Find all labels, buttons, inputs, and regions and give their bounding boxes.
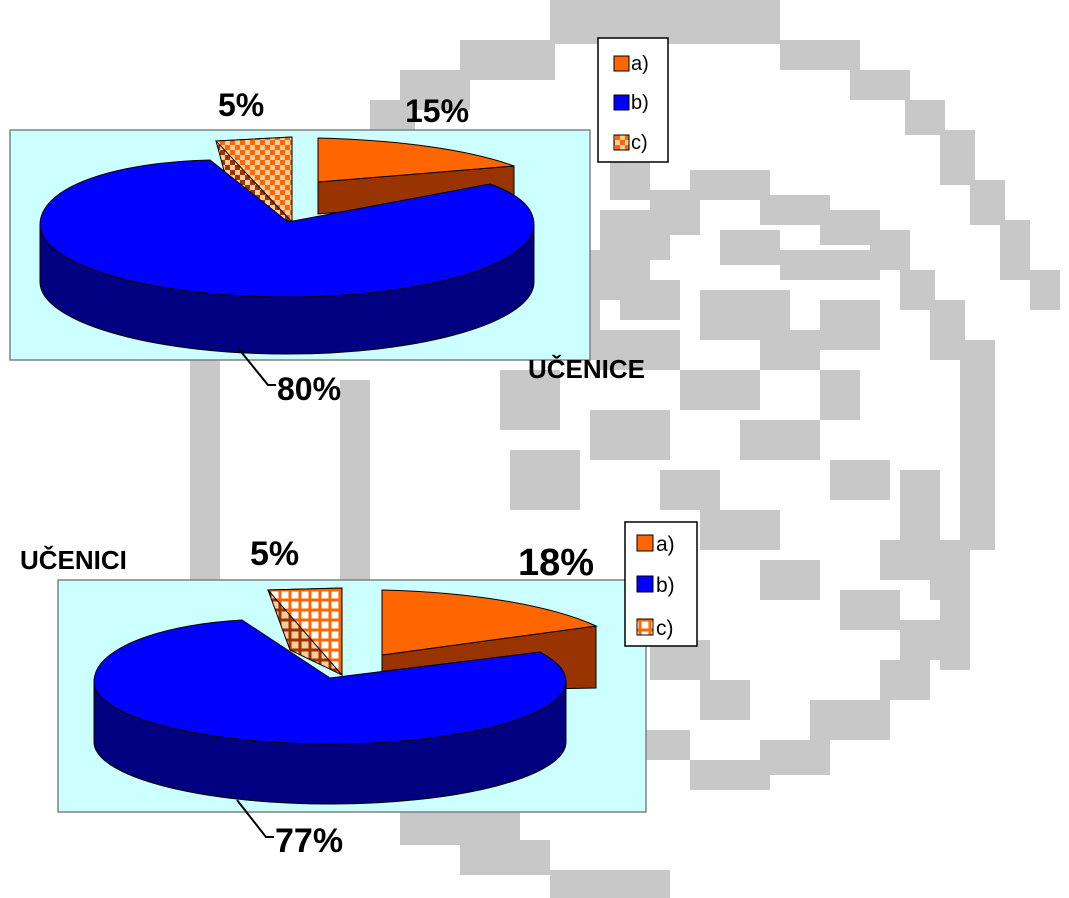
watermark-block [900, 270, 935, 310]
watermark-block [460, 40, 555, 80]
data-label-a: 15% [405, 93, 469, 129]
legend-label-c: c) [631, 132, 648, 154]
legend-swatch-b [636, 575, 654, 593]
watermark-block [940, 600, 970, 670]
slice-b [39, 159, 535, 355]
watermark-block [700, 510, 780, 550]
watermark-block [620, 280, 680, 320]
watermark-block [760, 195, 830, 225]
watermark-block [760, 330, 820, 370]
watermark-block [600, 330, 680, 370]
watermark-block [810, 700, 890, 740]
legend-swatch-c [636, 618, 654, 636]
legend-swatch-b [613, 94, 630, 111]
watermark-block [1000, 220, 1030, 280]
chart-title: UČENICE [528, 354, 645, 384]
watermark-block [680, 370, 760, 410]
legend-swatch-c [613, 134, 630, 151]
watermark-block [960, 340, 995, 470]
legend: a) b) c) [597, 37, 669, 163]
watermark-block [1030, 270, 1060, 310]
data-label-b: 80% [277, 371, 341, 407]
legend-label-c: c) [656, 617, 674, 640]
slice-c [266, 587, 343, 677]
watermark-block [900, 470, 940, 540]
leader-line-b [237, 347, 276, 386]
watermark-block [780, 40, 860, 70]
watermark-block [400, 810, 520, 845]
watermark-block [760, 560, 820, 600]
watermark-block [720, 230, 780, 265]
watermark-block [905, 100, 945, 135]
watermark-block [610, 160, 650, 200]
watermark-block [700, 680, 750, 720]
watermark-block [550, 0, 780, 44]
legend-label-a: a) [631, 53, 649, 75]
data-label-c: 5% [250, 535, 299, 573]
legend-label-b: b) [631, 92, 649, 114]
watermark-block [510, 450, 580, 510]
watermark-block [820, 370, 860, 420]
watermark-block [660, 470, 720, 510]
slice-b [93, 619, 567, 805]
watermark-block [780, 250, 880, 280]
watermark-block [830, 460, 890, 500]
legend-label-a: a) [656, 533, 675, 556]
watermark-block [340, 380, 370, 580]
watermark-block [690, 760, 770, 790]
watermark-block [940, 130, 975, 185]
legend-label-b: b) [656, 574, 675, 597]
watermark-block [930, 300, 965, 360]
watermark-block [970, 180, 1005, 225]
legend: a) b) c) [624, 521, 698, 647]
watermark-block [850, 70, 910, 100]
watermark-block [690, 170, 770, 200]
watermark-block [840, 590, 900, 630]
watermark-block [930, 540, 970, 600]
data-label-b: 77% [275, 822, 343, 860]
watermark-block [590, 410, 670, 460]
watermark-block [740, 420, 820, 460]
chart-ucenici: 5% 18% 77% UČENICI a) b) c) [20, 521, 698, 860]
watermark-block [880, 660, 930, 700]
chart-title: UČENICI [20, 545, 127, 575]
watermark-block [880, 540, 930, 580]
watermark-block [820, 300, 880, 350]
watermark-block [500, 370, 560, 430]
legend-swatch-a [636, 534, 654, 552]
chart-ucenice: 5% 15% 80% UČENICE a) b) c) [9, 37, 669, 407]
leader-line-b [236, 799, 274, 838]
watermark-block [550, 870, 670, 898]
watermark-block [960, 470, 995, 550]
watermark-block [900, 620, 940, 660]
data-label-a: 18% [518, 542, 594, 584]
data-label-c: 5% [218, 87, 264, 123]
watermark-block [460, 840, 550, 875]
watermark-block [760, 740, 830, 775]
legend-swatch-a [613, 55, 630, 72]
